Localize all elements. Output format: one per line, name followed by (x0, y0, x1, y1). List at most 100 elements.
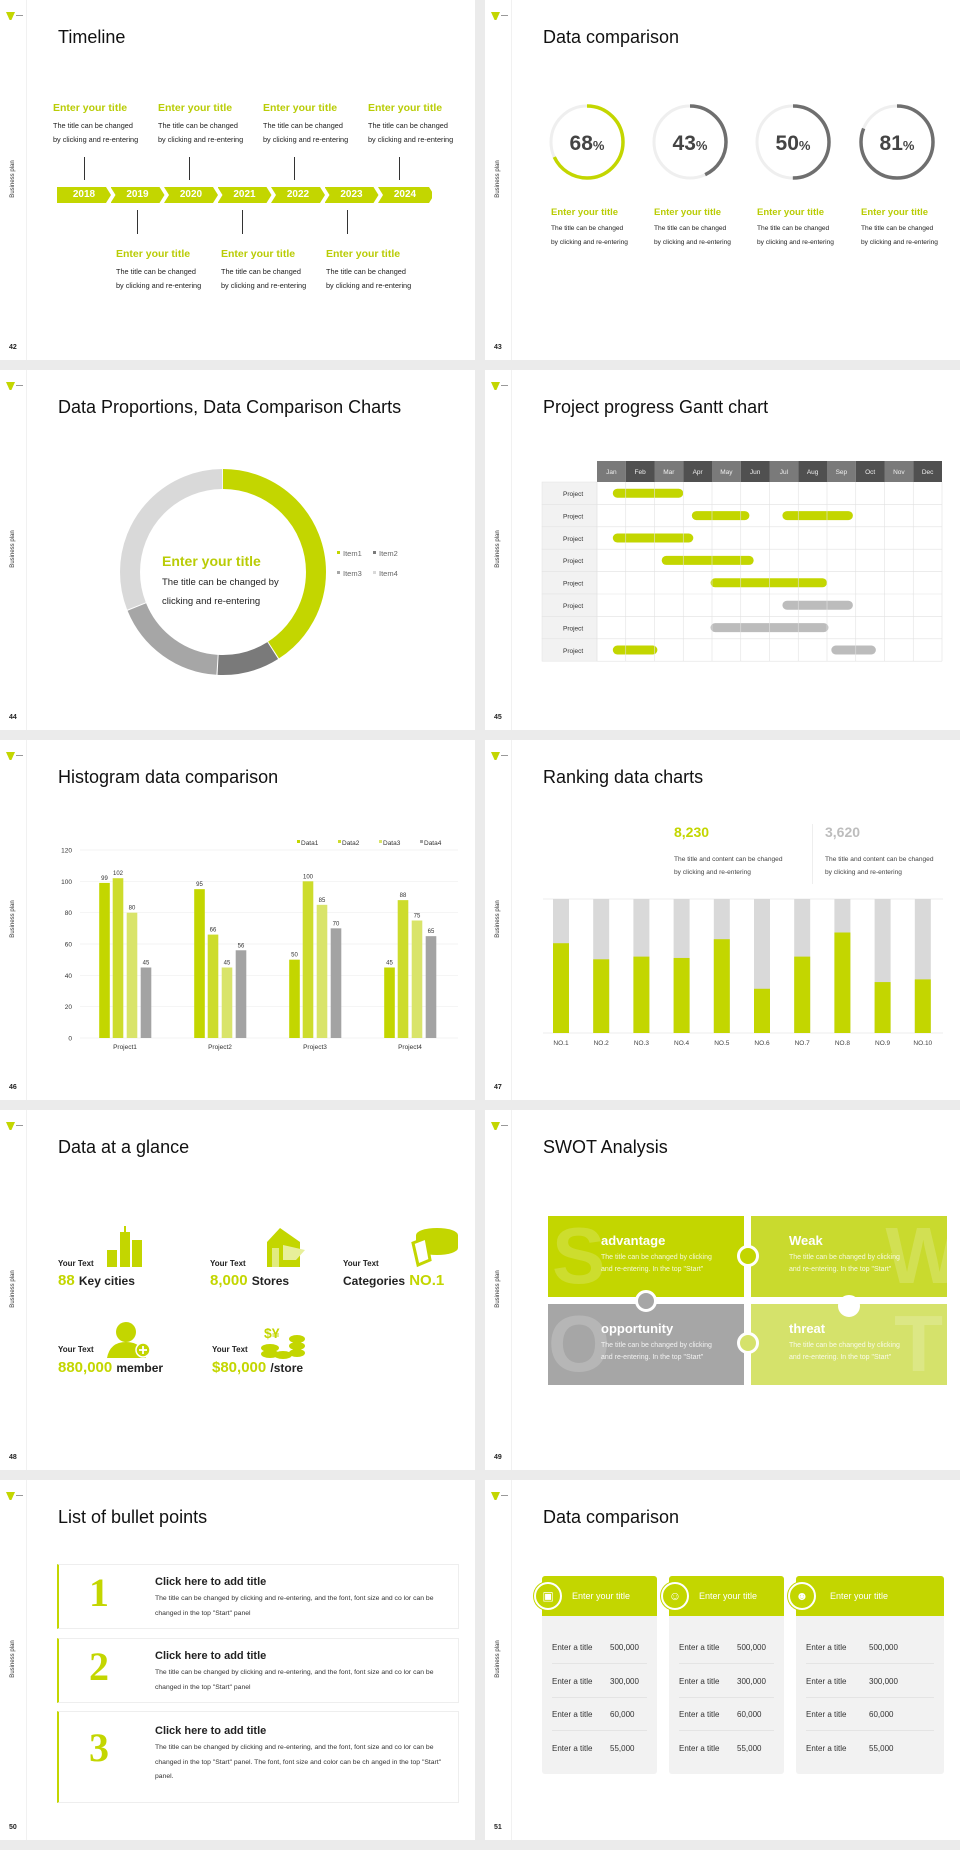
swot-weak: W Weak The title can be changed by clickin… (751, 1216, 947, 1297)
slide-data-comparison-cards[interactable]: Business plan 51 Data comparison Enter y… (485, 1480, 960, 1840)
bullet-number: 3 (89, 1725, 109, 1770)
gauge-number: 68 (570, 132, 594, 155)
gauge-value: 81% (880, 132, 915, 155)
swot-title: advantage (601, 1233, 666, 1248)
year-segment: 2024 (378, 187, 432, 203)
row-label: Project (563, 625, 583, 632)
gauge-title: Enter your title (654, 207, 722, 218)
bar-value (834, 932, 851, 1033)
gauge-line1: The title can be changed (551, 225, 624, 232)
data-label: 80 (129, 906, 136, 912)
row-value: 60,000 (737, 1710, 762, 1719)
logo-icon (6, 1122, 15, 1130)
slide-strip (485, 1480, 512, 1840)
side-label: Business plan (10, 1640, 16, 1678)
connector-line (242, 210, 243, 234)
row-value: 500,000 (869, 1643, 898, 1652)
card-row: Enter a title 55,000 (679, 1732, 774, 1765)
page-number: 45 (494, 714, 502, 721)
gauge-line2: by clicking and re-entering (551, 239, 628, 246)
bar-data3 (221, 967, 233, 1038)
logo-icon (6, 12, 15, 20)
bullet-body: The title can be changed by clicking and… (155, 1744, 442, 1780)
data-card: Enter your title ☻ Enter a title 500,000 Ent… (788, 1576, 944, 1774)
slide-ranking[interactable]: Business plan 47 Ranking data charts 8,2… (485, 740, 960, 1100)
donut-chart: Item1 Item2 Item3 Item4 (120, 469, 398, 675)
row-value: 60,000 (869, 1710, 894, 1719)
bar-data1 (289, 959, 300, 1038)
timeline-item-line2: by clicking and re-entering (221, 281, 307, 290)
card-row: Enter a title 60,000 (806, 1698, 934, 1731)
ranking-chart: NO.1 NO.2 NO.3 NO.4 NO.5 NO.6 NO.7 NO.8 NO.9 NO.1… (543, 898, 943, 1047)
gauge-line2: by clicking and re-entering (861, 239, 938, 246)
x-tick-label: Project3 (303, 1044, 327, 1051)
slide-strip (485, 1110, 512, 1470)
logo-icon (491, 1492, 500, 1500)
gantt-bar (612, 533, 694, 543)
logo-icon (491, 382, 500, 390)
stat-text: Categories (343, 1274, 406, 1288)
slide-data-at-a-glance[interactable]: Business plan 48 Data at a glance $¥ You… (0, 1110, 475, 1470)
bar-value (633, 956, 650, 1033)
x-tick-label: NO.7 (795, 1040, 811, 1047)
pie-chart-icon (411, 1228, 458, 1268)
bar-data4 (140, 967, 152, 1038)
x-tick-label: NO.9 (875, 1040, 891, 1047)
swot-line2: and re-entering. In the top "Start" (601, 1266, 704, 1273)
gauge-arc (859, 104, 935, 180)
x-tick-label: Project4 (398, 1044, 422, 1051)
donut-center-line2: clicking and re-entering (162, 596, 261, 607)
donut-slice-item4 (120, 469, 326, 675)
stat-text: /store (270, 1361, 304, 1375)
swot-title: threat (789, 1321, 826, 1336)
legend-swatch (337, 551, 340, 554)
month-header (913, 461, 942, 482)
stat-label: Your Text (58, 1259, 94, 1268)
data-label: 45 (224, 961, 231, 967)
data-label: 50 (291, 953, 298, 959)
side-label: Business plan (495, 1640, 501, 1678)
connector-line (347, 210, 348, 234)
gauge-value: 50% (776, 132, 811, 155)
slide-gantt-chart[interactable]: Business plan 45 Project progress Gantt … (485, 370, 960, 730)
swot-line1: The title can be changed by clicking (601, 1342, 712, 1349)
connector-line (137, 210, 138, 234)
bar-data3 (411, 920, 423, 1038)
legend-label: Data3 (383, 840, 401, 847)
row-label: Enter a title (679, 1643, 720, 1652)
logo-icon (6, 1492, 15, 1500)
histogram-chart: 0 20 40 60 80 100 120 99 95 50 45 Data1 102 66 100 88 Da… (61, 840, 458, 1051)
x-tick-label: NO.6 (754, 1040, 770, 1047)
slide-histogram[interactable]: Business plan 46 Histogram data comparis… (0, 740, 475, 1100)
gauge-title: Enter your title (757, 207, 825, 218)
slide-data-comparison-gauges[interactable]: Business plan 43 Data comparison 68% 43% 5… (485, 0, 960, 360)
logo-text (501, 15, 508, 16)
slide-strip (485, 370, 512, 730)
gantt-chart: Jan Feb Mar Apr May Jun Jul Aug Sep Oct Nov Dec Proj… (541, 461, 943, 662)
timeline-item-title: Enter your title (53, 102, 128, 114)
timeline-item-line2: by clicking and re-entering (263, 135, 349, 144)
stat-number: 8,000 (210, 1272, 248, 1289)
x-tick-label: NO.3 (634, 1040, 650, 1047)
year-segment: 2019 (111, 187, 165, 203)
stat-value: 8,230 (674, 824, 710, 840)
row-value: 500,000 (737, 1643, 766, 1652)
bar-value (914, 979, 931, 1033)
gauge-number: 50 (776, 132, 799, 155)
donut-center-line1: The title can be changed by (162, 577, 279, 588)
bar-data1 (99, 882, 110, 1038)
slide-bullet-list[interactable]: Business plan 50 List of bullet points 1… (0, 1480, 475, 1840)
data-label: 102 (113, 871, 124, 877)
row-value: 300,000 (610, 1676, 639, 1686)
slide-donut-chart[interactable]: Business plan 44 Data Proportions, Data … (0, 370, 475, 730)
data-card: Enter your title ☺ Enter a title 500,000 Ent… (661, 1576, 784, 1774)
slide-strip (0, 1110, 27, 1470)
slide-timeline[interactable]: Business plan 42 Timeline 2018 2019 2020 20… (0, 0, 475, 360)
logo-text (16, 1495, 23, 1496)
row-label: Project (563, 648, 583, 655)
month-label: Nov (893, 469, 905, 476)
slide-title: Data at a glance (58, 1137, 190, 1157)
